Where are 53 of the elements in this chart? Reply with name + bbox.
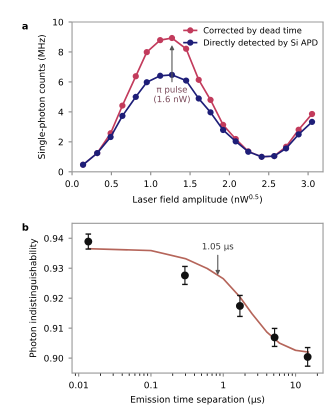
point bbox=[232, 138, 239, 145]
point bbox=[132, 94, 139, 100]
point bbox=[183, 46, 190, 52]
x-tick-label: 1.5 bbox=[184, 180, 196, 188]
legend-label: Directly detected by Si APD bbox=[204, 39, 318, 48]
x-tick-label: 2.0 bbox=[222, 180, 236, 188]
legend-label: Corrected by dead time bbox=[204, 26, 302, 36]
text: a bbox=[22, 24, 28, 30]
point bbox=[157, 36, 164, 44]
point bbox=[207, 96, 214, 104]
y-tick-label: 0 bbox=[58, 168, 64, 176]
x-tick-label: 0.01 bbox=[69, 382, 88, 388]
y-tick-label: 8 bbox=[58, 48, 64, 56]
point bbox=[168, 34, 176, 42]
annotation: 1.05 μs bbox=[202, 242, 234, 252]
point bbox=[107, 134, 114, 140]
y-axis-title: Single-photon counts (MHz) bbox=[38, 35, 47, 159]
x-tick-label: 2.5 bbox=[262, 180, 276, 188]
point bbox=[132, 73, 139, 80]
point bbox=[308, 118, 316, 126]
y-tick-label: 0.94 bbox=[44, 234, 64, 242]
point bbox=[144, 79, 150, 86]
point bbox=[308, 110, 316, 118]
x-tick-label: 1 bbox=[221, 382, 226, 388]
x-tick-label: 1.0 bbox=[144, 180, 158, 188]
point bbox=[144, 48, 150, 56]
y-tick-label: 0.92 bbox=[44, 294, 63, 302]
x-tick-label: 10 bbox=[290, 382, 301, 388]
point bbox=[196, 95, 202, 102]
y-axis-title: Photon indistinguishability bbox=[29, 238, 38, 357]
y-tick-label: 0.90 bbox=[44, 354, 64, 362]
y-tick-label: 0.91 bbox=[44, 324, 63, 332]
point bbox=[296, 131, 302, 138]
x-tick-label: 0.5 bbox=[104, 180, 118, 188]
y-tick-label: 2 bbox=[58, 138, 63, 146]
x-axis-title: Emission time separation (μs) bbox=[131, 396, 264, 404]
point bbox=[157, 72, 164, 79]
y-tick-label: 4 bbox=[58, 108, 64, 116]
point bbox=[119, 102, 126, 109]
point bbox=[183, 77, 190, 84]
point bbox=[207, 109, 214, 116]
x-tick-label: 0.1 bbox=[144, 382, 158, 388]
text: b bbox=[22, 223, 28, 231]
x-tick-label: 0.0 bbox=[65, 180, 79, 188]
point bbox=[220, 126, 226, 134]
point bbox=[196, 76, 202, 83]
x-tick-label: 3.0 bbox=[302, 180, 315, 188]
y-tick-label: 0.93 bbox=[44, 264, 63, 272]
point bbox=[119, 112, 126, 120]
y-tick-label: 10 bbox=[53, 18, 64, 26]
annotation: π pulse (1.6 nW) bbox=[154, 86, 190, 104]
y-tick-label: 6 bbox=[58, 78, 64, 86]
x-axis-title: Laser field amplitude (nW$^{0.5}$) bbox=[133, 194, 262, 204]
